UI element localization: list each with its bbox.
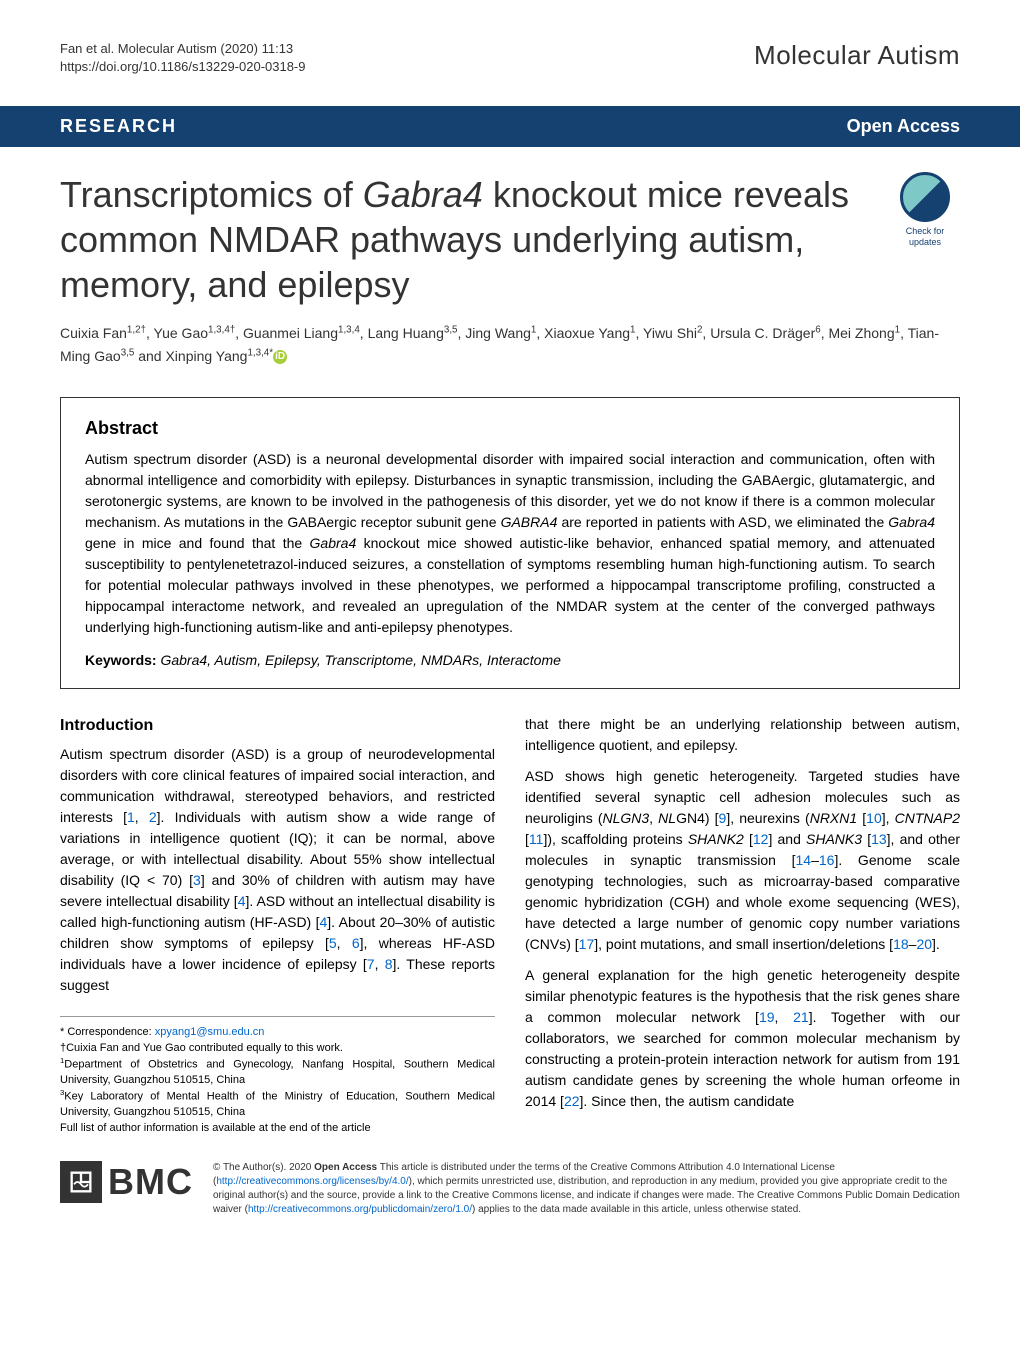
body-columns: Introduction Autism spectrum disorder (A… [0,714,1020,1136]
open-access-label: Open Access [847,116,960,137]
correspondence-line: * Correspondence: xpyang1@smu.edu.cn [60,1025,495,1040]
affiliation-1: 1Department of Obstetrics and Gynecology… [60,1056,495,1088]
intro-para-left: Autism spectrum disorder (ASD) is a grou… [60,744,495,996]
keywords-text: Gabra4, Autism, Epilepsy, Transcriptome,… [157,652,561,668]
journal-logo: Molecular Autism [754,40,960,71]
authors-text: Cuixia Fan1,2†, Yue Gao1,3,4†, Guanmei L… [60,325,939,363]
abstract-text: Autism spectrum disorder (ASD) is a neur… [85,449,935,638]
article-type-label: RESEARCH [60,116,177,137]
check-updates-badge[interactable]: Check for updates [890,172,960,307]
bmc-text: BMC [108,1161,193,1203]
intro-para-r2: ASD shows high genetic heterogeneity. Ta… [525,766,960,955]
intro-para-r1: that there might be an underlying relati… [525,714,960,756]
right-column: that there might be an underlying relati… [525,714,960,1136]
intro-para-r3: A general explanation for the high genet… [525,965,960,1112]
crossmark-icon [900,172,950,222]
full-author-info: Full list of author information is avail… [60,1121,495,1136]
footnotes: * Correspondence: xpyang1@smu.edu.cn †Cu… [60,1016,495,1136]
introduction-heading: Introduction [60,714,495,738]
left-column: Introduction Autism spectrum disorder (A… [60,714,495,1136]
top-header: Fan et al. Molecular Autism (2020) 11:13… [0,0,1020,86]
check-updates-label1: Check for [890,226,960,237]
abstract-box: Abstract Autism spectrum disorder (ASD) … [60,397,960,689]
footer: BMC © The Author(s). 2020 Open Access Th… [0,1136,1020,1257]
author-list: Cuixia Fan1,2†, Yue Gao1,3,4†, Guanmei L… [0,317,1020,387]
keywords-label: Keywords: [85,652,157,668]
orcid-icon[interactable]: iD [273,350,287,364]
check-updates-label2: updates [890,237,960,248]
citation: Fan et al. Molecular Autism (2020) 11:13… [60,40,306,76]
equal-contribution: †Cuixia Fan and Yue Gao contributed equa… [60,1041,495,1056]
affiliation-3: 3Key Laboratory of Mental Health of the … [60,1088,495,1120]
license-text: © The Author(s). 2020 Open Access This a… [213,1161,960,1217]
doi-link[interactable]: https://doi.org/10.1186/s13229-020-0318-… [60,58,306,76]
article-type-bar: RESEARCH Open Access [0,106,1020,147]
bmc-icon [60,1161,102,1203]
correspondence-email[interactable]: xpyang1@smu.edu.cn [155,1026,265,1038]
bmc-logo: BMC [60,1161,193,1203]
citation-line1: Fan et al. Molecular Autism (2020) 11:13 [60,40,306,58]
abstract-heading: Abstract [85,418,935,439]
keywords: Keywords: Gabra4, Autism, Epilepsy, Tran… [85,652,935,668]
article-title: Transcriptomics of Gabra4 knockout mice … [60,172,870,307]
